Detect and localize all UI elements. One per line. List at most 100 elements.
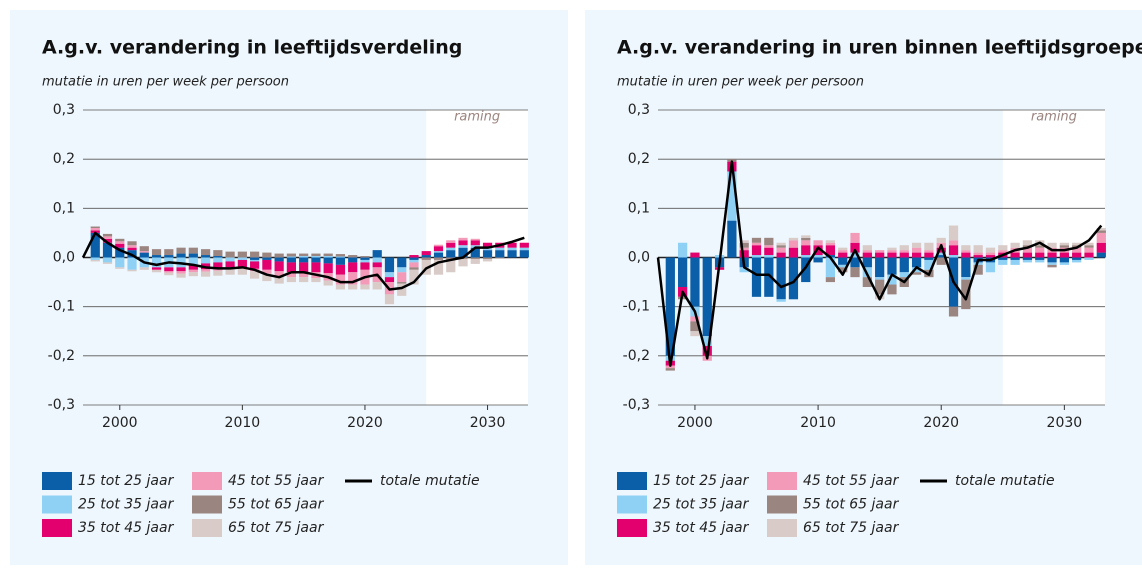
bar (470, 247, 480, 258)
bar (751, 242, 762, 246)
x-tick-label: 2010 (225, 415, 261, 431)
bar (372, 250, 382, 258)
bar (384, 257, 395, 273)
bar (899, 245, 909, 251)
x-tick-label: 2010 (800, 415, 836, 431)
bar (1010, 252, 1020, 258)
chart-title: A.g.v. verandering in leeftijdsverdeling (42, 37, 462, 59)
bar (200, 257, 211, 264)
bar (507, 242, 517, 248)
bar (250, 251, 260, 258)
bar (862, 252, 872, 258)
bar (825, 257, 836, 278)
bar (1035, 247, 1045, 253)
bar (188, 253, 198, 258)
bar (911, 242, 922, 248)
bar (495, 257, 505, 259)
bar (1010, 259, 1020, 265)
bar (998, 245, 1008, 251)
bar (164, 267, 174, 272)
bar (335, 254, 346, 257)
bar (678, 257, 688, 287)
bar (665, 257, 675, 356)
bar (348, 257, 358, 263)
bar (1072, 247, 1082, 253)
bar (1010, 257, 1020, 260)
bar (690, 331, 700, 337)
bar (838, 267, 848, 273)
bar (90, 259, 100, 262)
y-tick-label: -0,3 (48, 397, 75, 413)
bar (458, 240, 468, 246)
total-line (656, 160, 1103, 367)
bar (458, 237, 468, 241)
bar (788, 247, 799, 258)
bar (360, 259, 370, 263)
bar (102, 257, 113, 263)
legend-label: 55 tot 65 jaar (228, 497, 325, 513)
bar (495, 247, 505, 251)
bar (764, 245, 774, 248)
bar (1072, 257, 1082, 260)
legend-label: 45 tot 55 jaar (228, 473, 325, 489)
bar (115, 267, 125, 269)
y-tick-label: 0,3 (53, 102, 75, 118)
bar (948, 225, 959, 241)
bar (139, 267, 149, 270)
bar (421, 255, 431, 258)
bar (801, 240, 811, 246)
y-tick-label: -0,1 (48, 299, 75, 315)
bar (311, 262, 321, 273)
legend-label: 35 tot 45 jaar (78, 520, 175, 536)
bar (825, 240, 836, 243)
bar (1010, 242, 1020, 248)
y-tick-label: 0,2 (53, 151, 75, 167)
bar (788, 237, 799, 241)
bar (850, 257, 860, 268)
bar (1022, 240, 1033, 246)
bar (1059, 262, 1069, 265)
y-tick-label: -0,2 (623, 348, 650, 364)
y-tick-label: 0,0 (628, 250, 650, 266)
bar (237, 259, 247, 268)
bar (299, 257, 309, 263)
bar (813, 245, 823, 256)
bar (286, 253, 296, 257)
bar (875, 250, 885, 253)
y-tick-label: 0,3 (628, 102, 650, 118)
annotation: raming (1031, 110, 1077, 125)
bar (924, 250, 934, 253)
bar (838, 247, 848, 251)
bar (127, 241, 137, 246)
bar (813, 240, 823, 246)
bar (151, 249, 162, 256)
bar (127, 257, 137, 270)
bar (875, 252, 885, 258)
bar (739, 247, 749, 251)
bar (838, 252, 848, 258)
bar (323, 256, 333, 258)
bar (1096, 228, 1106, 231)
bar (1084, 257, 1094, 260)
legend-swatch (767, 519, 797, 537)
bar (470, 257, 480, 259)
bar (384, 272, 395, 278)
bar (519, 250, 529, 258)
bar (690, 252, 700, 258)
bar (862, 250, 872, 253)
chart-subtitle: mutatie in uren per week per persoon (42, 75, 289, 90)
chart-subtitle: mutatie in uren per week per persoon (617, 75, 864, 90)
bar (274, 253, 284, 258)
bar (1047, 264, 1057, 268)
bar (151, 257, 162, 268)
bar (188, 257, 198, 265)
bar (764, 257, 774, 297)
bar (838, 264, 848, 268)
bar (335, 257, 346, 265)
bar (1072, 242, 1082, 246)
legend-label: 35 tot 45 jaar (653, 520, 750, 536)
bar (250, 259, 260, 262)
bar (482, 250, 493, 258)
bar (948, 245, 959, 256)
bar (1084, 245, 1094, 248)
